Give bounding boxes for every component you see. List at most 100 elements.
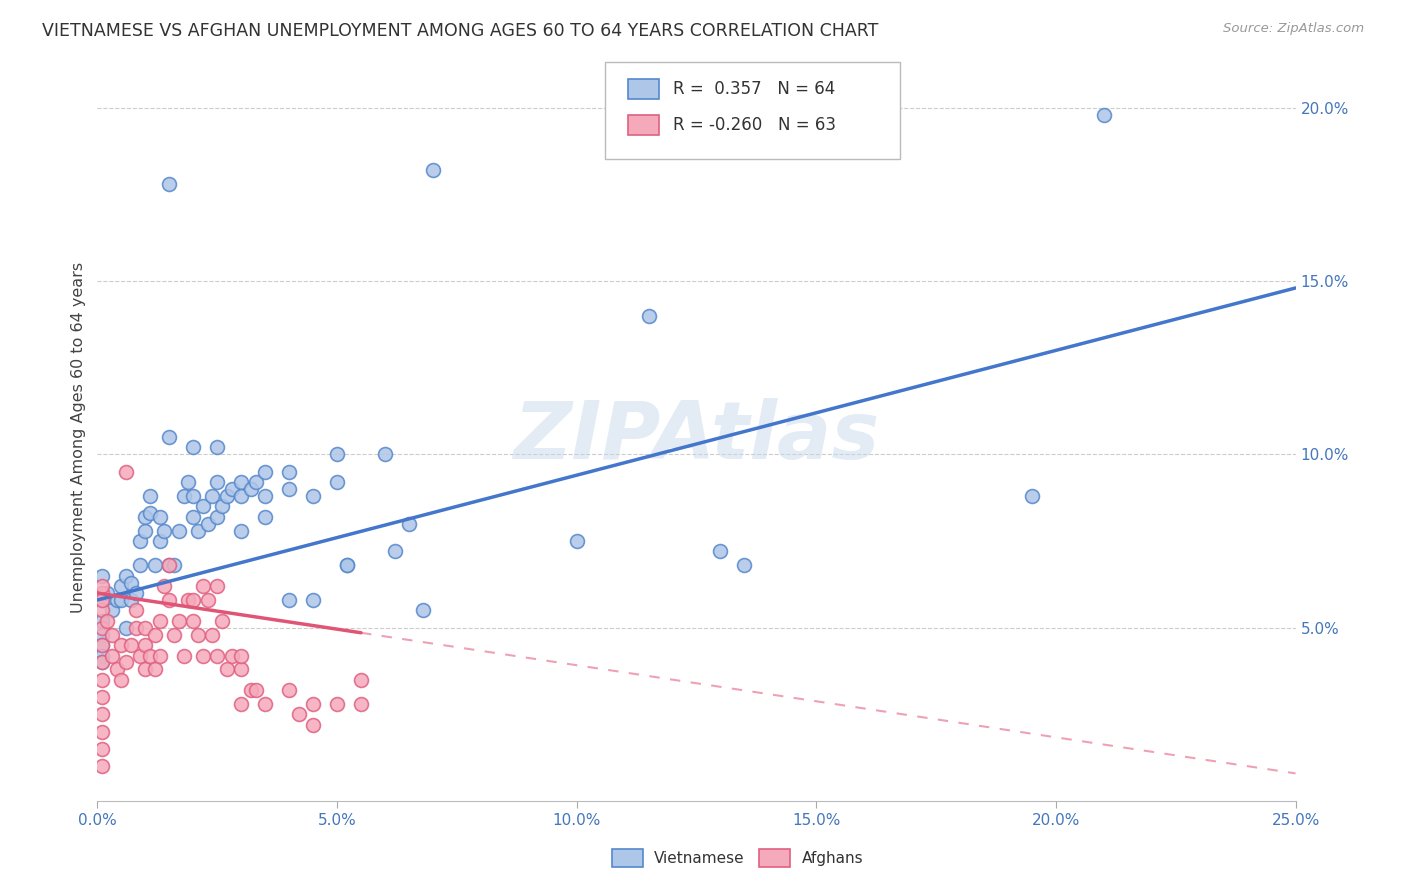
Text: Source: ZipAtlas.com: Source: ZipAtlas.com [1223,22,1364,36]
Point [125,621,148,635]
Point [231,648,253,663]
Point [384,544,406,558]
Point [211,614,233,628]
Point [143,662,166,676]
Point [221,648,243,663]
Point [181,509,204,524]
Point [91,656,114,670]
Point [201,628,224,642]
Point [187,524,209,538]
Point [120,638,142,652]
Point [326,697,349,711]
Point [245,683,267,698]
Point [278,683,301,698]
Point [91,638,114,652]
Point [231,524,253,538]
Point [91,568,114,582]
Point [157,558,180,573]
Text: Afghans: Afghans [801,851,863,865]
Point [181,614,204,628]
Point [91,656,114,670]
Point [125,586,148,600]
Point [287,707,309,722]
Point [100,628,122,642]
Point [215,662,238,676]
Point [205,475,228,490]
Point [350,673,373,687]
Point [181,593,204,607]
Point [120,593,142,607]
Point [181,441,204,455]
Point [115,656,138,670]
Point [231,697,253,711]
Point [733,558,755,573]
Point [129,558,152,573]
Point [197,593,219,607]
Point [115,621,138,635]
Point [143,558,166,573]
Point [221,482,243,496]
Point [100,648,122,663]
Text: R = -0.260   N = 63: R = -0.260 N = 63 [673,116,837,134]
Point [105,593,128,607]
Text: R =  0.357   N = 64: R = 0.357 N = 64 [673,80,835,98]
Point [120,575,142,590]
Text: ZIPAtlas: ZIPAtlas [513,398,880,476]
Point [163,558,186,573]
Point [91,638,114,652]
Point [157,430,180,444]
Point [326,475,349,490]
Point [336,558,359,573]
Point [115,465,138,479]
Point [278,482,301,496]
Point [91,690,114,705]
Point [278,465,301,479]
Point [211,500,233,514]
Text: VIETNAMESE VS AFGHAN UNEMPLOYMENT AMONG AGES 60 TO 64 YEARS CORRELATION CHART: VIETNAMESE VS AFGHAN UNEMPLOYMENT AMONG … [42,22,879,40]
Point [239,683,262,698]
Point [139,648,162,663]
Point [91,759,114,773]
Point [149,534,172,549]
Point [254,465,277,479]
Point [205,509,228,524]
Point [181,489,204,503]
Point [412,603,434,617]
Point [398,516,420,531]
Point [197,516,219,531]
Point [205,648,228,663]
Point [254,509,277,524]
Point [565,534,588,549]
Point [326,447,349,461]
Point [91,673,114,687]
Point [157,177,180,191]
Point [91,621,114,635]
Point [91,614,114,628]
Point [173,489,195,503]
Point [149,614,172,628]
Point [157,558,180,573]
Point [91,579,114,593]
Point [110,673,132,687]
Point [91,586,114,600]
Point [205,441,228,455]
Point [177,475,200,490]
Point [91,742,114,756]
Point [110,593,132,607]
Point [143,628,166,642]
Point [278,593,301,607]
Point [187,628,209,642]
Point [254,697,277,711]
Point [105,662,128,676]
Point [149,648,172,663]
Point [91,603,114,617]
Point [239,482,262,496]
Point [350,697,373,711]
Point [110,579,132,593]
Point [167,524,190,538]
Point [254,489,277,503]
Point [153,524,176,538]
Point [191,648,214,663]
Point [91,707,114,722]
Point [96,586,118,600]
